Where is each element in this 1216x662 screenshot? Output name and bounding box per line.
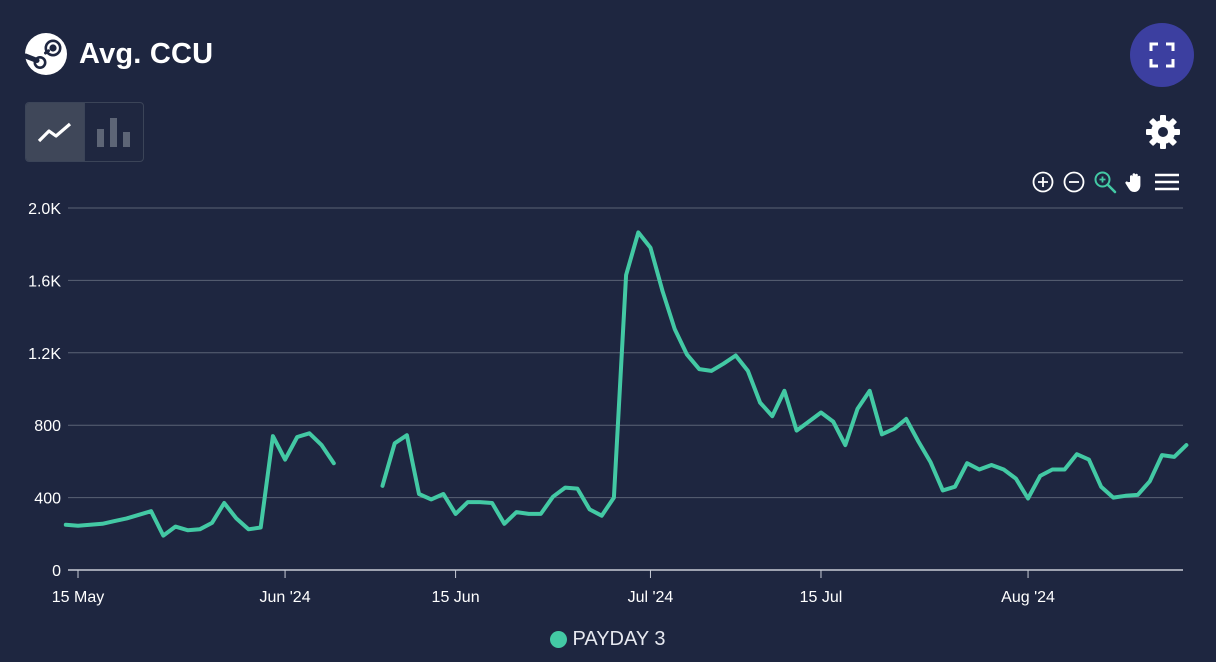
grid-lines [68,207,1183,578]
zoom-out-icon [1063,171,1085,193]
chart-legend: PAYDAY 3 [0,628,1216,651]
series-line-payday-3[interactable] [63,431,336,538]
series-line-payday-3[interactable] [380,230,1189,526]
bar-chart-toggle[interactable] [85,103,143,161]
menu-button[interactable] [1154,169,1180,195]
chart-header: Avg. CCU [24,32,213,76]
zoom-in-icon [1032,171,1054,193]
y-axis-tick-labels: 0 400 800 1.2K 1.6K 2.0K [28,201,61,580]
y-tick-label: 0 [52,563,61,580]
y-tick-label: 1.2K [28,346,61,363]
line-chart-icon [37,122,72,143]
chart-tools [1030,169,1185,195]
series-lines [63,230,1189,538]
x-axis-tick-labels: 15 May Jun '24 15 Jun Jul '24 15 Jul Aug '24 [52,589,1055,606]
legend-label: PAYDAY 3 [572,628,666,650]
legend-marker [550,631,568,648]
zoom-in-button[interactable] [1030,169,1056,195]
x-tick-label: Jun '24 [260,589,311,606]
zoom-out-button[interactable] [1061,169,1087,195]
pan-hand-icon [1125,173,1141,192]
chart-plot: 0 400 800 1.2K 1.6K 2.0K 15 May Jun '24 15 Jun J… [28,201,1189,606]
y-tick-label: 1.6K [28,273,61,290]
x-tick-label: 15 Jun [432,589,480,606]
x-tick-label: 15 Jul [800,589,843,606]
x-tick-label: 15 May [52,589,104,606]
pan-button[interactable] [1123,169,1149,195]
legend-item-payday-3[interactable]: PAYDAY 3 [550,628,666,651]
toggle-divider [84,103,85,161]
x-tick-label: Aug '24 [1001,589,1055,606]
menu-icon [1155,173,1179,191]
y-tick-label: 2.0K [28,201,61,218]
gear-icon[interactable] [1145,114,1181,150]
chart-type-toggle [25,102,144,162]
bar-chart-icon [97,118,130,147]
steam-logo-icon [24,33,67,75]
y-tick-label: 400 [34,491,61,508]
chart-title: Avg. CCU [79,37,214,70]
x-tick-label: Jul '24 [628,589,674,606]
selection-zoom-button[interactable] [1092,169,1118,195]
line-chart-toggle[interactable] [26,103,84,161]
selection-zoom-icon [1094,171,1117,194]
fullscreen-button[interactable] [1130,23,1194,87]
fullscreen-icon [1149,42,1175,68]
y-tick-label: 800 [34,418,61,435]
